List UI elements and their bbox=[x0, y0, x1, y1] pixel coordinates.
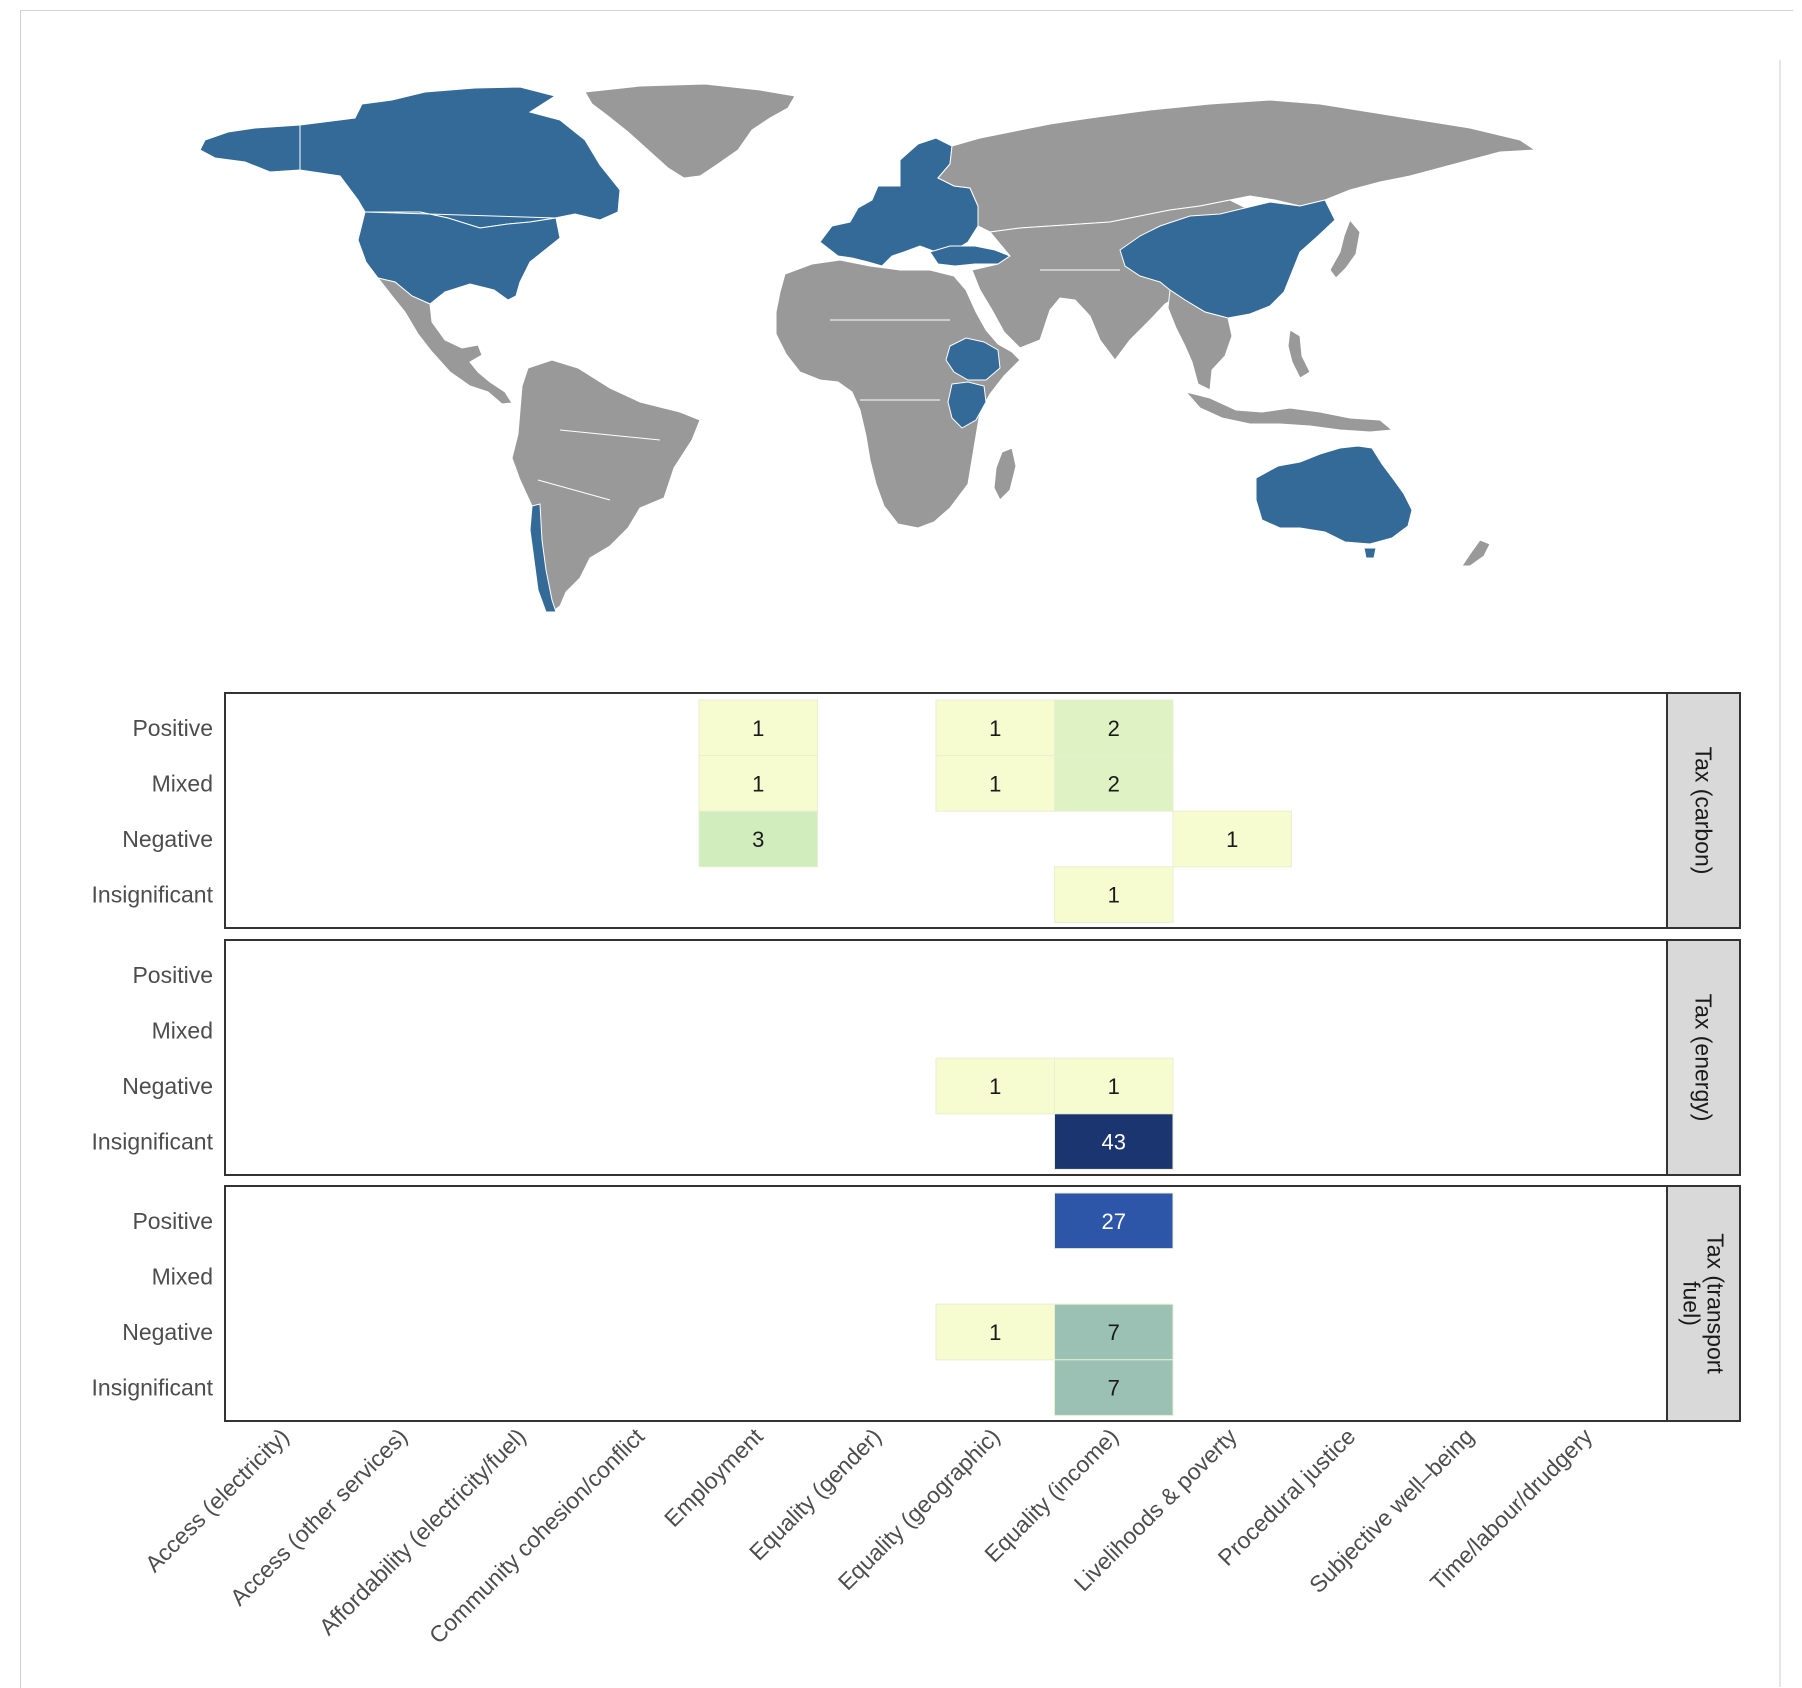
cell-value-label: 7 bbox=[1108, 1320, 1120, 1345]
strip-label-line: Tax (transport bbox=[1703, 1233, 1729, 1374]
map-japan bbox=[1329, 219, 1361, 279]
panel-tax-carbon: 1 1 3 1 1 2 2 1 1 Tax (carbon) Positive Mixed Negati… bbox=[92, 692, 1741, 929]
cell-value-label: 43 bbox=[1102, 1130, 1126, 1155]
cell-value-label: 1 bbox=[989, 771, 1001, 796]
strip-label: Tax (energy) bbox=[1691, 994, 1717, 1122]
x-tick-label: Community cohesion/conflict bbox=[424, 1423, 650, 1649]
panel-strip bbox=[1666, 939, 1741, 1176]
panel-strip bbox=[1666, 1185, 1741, 1422]
world-map bbox=[199, 83, 1537, 613]
heatmap-cell bbox=[935, 755, 1055, 812]
strip-label: Tax (transportfuel) bbox=[1679, 1233, 1729, 1374]
cell-value-label: 1 bbox=[1226, 827, 1238, 852]
map-philippines bbox=[1287, 329, 1311, 379]
y-tick-label: Insignificant bbox=[92, 1129, 214, 1155]
x-tick-label: Affordability (electricity/fuel) bbox=[314, 1423, 531, 1640]
cell-value-label: 2 bbox=[1108, 771, 1120, 796]
map-madagascar bbox=[993, 447, 1017, 501]
strip-label-line: Tax (energy) bbox=[1691, 994, 1717, 1122]
cell-value-label: 2 bbox=[1108, 716, 1120, 741]
map-new-zealand bbox=[1461, 539, 1491, 567]
heatmap-cell bbox=[1054, 1057, 1174, 1115]
heatmap-cell bbox=[1054, 1303, 1174, 1361]
y-tick-label: Insignificant bbox=[92, 882, 214, 908]
map-kenya bbox=[947, 381, 987, 429]
panel-strip bbox=[1666, 692, 1741, 929]
heatmap-cell bbox=[1054, 1192, 1174, 1250]
cell-value-label: 1 bbox=[989, 1074, 1001, 1099]
cell-value-label: 1 bbox=[989, 716, 1001, 741]
heatmap-cell bbox=[935, 699, 1055, 757]
map-africa bbox=[775, 259, 1021, 529]
strip-label-line: Tax (carbon) bbox=[1691, 747, 1717, 875]
map-indonesia bbox=[1184, 391, 1394, 433]
map-south-america bbox=[511, 359, 701, 613]
strip-label-line: fuel) bbox=[1679, 1281, 1705, 1326]
heatmap-cell bbox=[698, 699, 818, 757]
y-tick-label: Mixed bbox=[152, 1017, 213, 1043]
y-tick-label: Mixed bbox=[152, 1263, 213, 1289]
heatmap-cell bbox=[1054, 1359, 1174, 1416]
panel-border bbox=[224, 939, 1668, 1176]
y-tick-label: Mixed bbox=[152, 770, 213, 796]
map-chile bbox=[529, 503, 557, 613]
map-southeast-asia bbox=[1167, 289, 1233, 391]
cell-value-label: 27 bbox=[1102, 1209, 1126, 1234]
map-ethiopia bbox=[945, 337, 1001, 381]
strip-label: Tax (carbon) bbox=[1691, 747, 1717, 875]
map-canada bbox=[199, 86, 621, 229]
heatmap: 1 1 3 1 1 2 2 1 1 Tax (carbon) Positive Mixed Negati… bbox=[92, 692, 1741, 1649]
cell-value-label: 3 bbox=[752, 827, 764, 852]
panel-border bbox=[224, 1185, 1668, 1422]
map-borders bbox=[299, 125, 1120, 501]
cell-value-label: 1 bbox=[752, 771, 764, 796]
map-russia bbox=[937, 99, 1537, 233]
y-tick-label: Negative bbox=[122, 1073, 213, 1099]
heatmap-cell bbox=[1054, 699, 1174, 757]
cell-value-label: 1 bbox=[1108, 1074, 1120, 1099]
heatmap-cell bbox=[1054, 866, 1174, 923]
cell-value-label: 1 bbox=[989, 1320, 1001, 1345]
heatmap-cell bbox=[935, 1057, 1055, 1115]
map-tasmania bbox=[1363, 547, 1377, 559]
heatmap-cell bbox=[698, 810, 818, 868]
map-australia bbox=[1255, 445, 1413, 545]
y-tick-label: Insignificant bbox=[92, 1375, 214, 1401]
page-edge-line bbox=[1779, 60, 1781, 1687]
cell-value-label: 1 bbox=[1108, 883, 1120, 908]
y-tick-label: Positive bbox=[132, 1208, 213, 1234]
map-mexico bbox=[376, 277, 513, 405]
map-turkey bbox=[929, 245, 1012, 267]
y-tick-label: Negative bbox=[122, 1319, 213, 1345]
x-tick-label: Employment bbox=[659, 1423, 768, 1532]
y-tick-label: Positive bbox=[132, 962, 213, 988]
y-tick-label: Negative bbox=[122, 826, 213, 852]
panel-tax-energy: 1 1 43 Tax (energy) Positive Mixed Negative Ins… bbox=[92, 939, 1741, 1176]
cell-value-label: 1 bbox=[752, 716, 764, 741]
heatmap-cell bbox=[1054, 755, 1174, 812]
y-tick-label: Positive bbox=[132, 715, 213, 741]
heatmap-cell bbox=[1054, 1113, 1174, 1170]
heatmap-cell bbox=[935, 1303, 1055, 1361]
map-china bbox=[1119, 199, 1336, 319]
heatmap-cell bbox=[1172, 810, 1292, 868]
cell-value-label: 7 bbox=[1108, 1376, 1120, 1401]
map-greenland bbox=[584, 83, 796, 179]
